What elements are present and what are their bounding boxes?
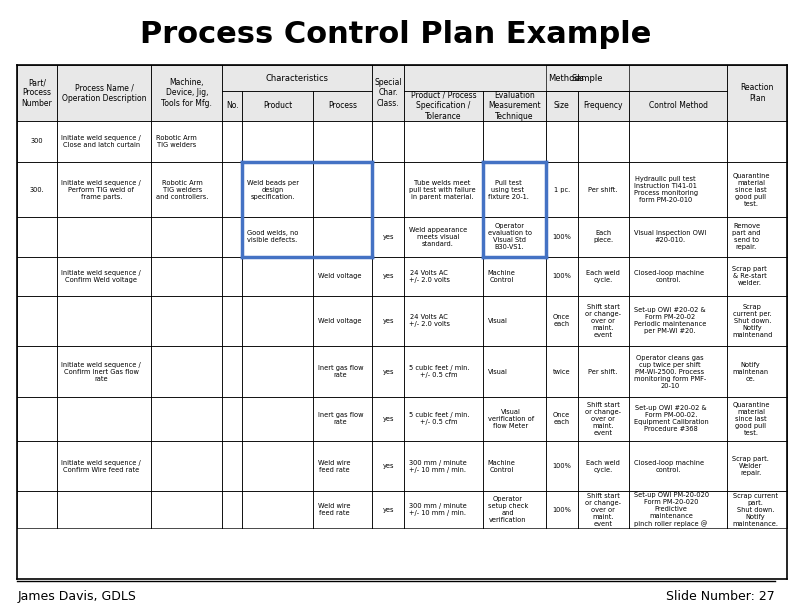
Text: Set-up OWI #20-02 &
Form PM-00-02.
Equipment Calibration
Procedure #368: Set-up OWI #20-02 & Form PM-00-02. Equip…	[634, 405, 708, 432]
Text: Reaction
Plan: Reaction Plan	[741, 83, 774, 103]
Text: Visual Inspection OWI
#20-010.: Visual Inspection OWI #20-010.	[634, 231, 706, 244]
Text: yes: yes	[383, 273, 394, 279]
Text: Methods: Methods	[548, 73, 584, 83]
Text: Process Control Plan Example: Process Control Plan Example	[140, 20, 652, 49]
Text: Scrap part
& Re-start
welder.: Scrap part & Re-start welder.	[733, 266, 767, 286]
Text: yes: yes	[383, 463, 394, 469]
Text: Shift start
or change-
over or
maint.
event: Shift start or change- over or maint. ev…	[585, 304, 621, 338]
Text: Hydraulic pull test
Instruction TI41-01
Process monitoring
form PM-20-010: Hydraulic pull test Instruction TI41-01 …	[634, 176, 698, 203]
Text: Scrap current
part.
Shut down.
Notify
maintenance.: Scrap current part. Shut down. Notify ma…	[733, 493, 779, 527]
Text: Robotic Arm
TIG welders
and controllers.: Robotic Arm TIG welders and controllers.	[156, 180, 208, 200]
Text: Visual: Visual	[488, 318, 508, 324]
Text: Visual
verification of
flow Meter: Visual verification of flow Meter	[488, 409, 534, 429]
Text: Part/
Process
Number: Part/ Process Number	[21, 78, 52, 108]
Text: Operator
evaluation to
Visual Std
B30-VS1.: Operator evaluation to Visual Std B30-VS…	[488, 223, 531, 250]
Text: Product: Product	[263, 101, 292, 110]
Text: Machine
Control: Machine Control	[488, 460, 516, 472]
Text: Remove
part and
send to
repair.: Remove part and send to repair.	[733, 223, 760, 250]
Text: 100%: 100%	[552, 463, 571, 469]
Text: Each
piece.: Each piece.	[593, 231, 613, 244]
Text: Initiate weld sequence /
Confirm Inert Gas flow
rate: Initiate weld sequence / Confirm Inert G…	[61, 362, 141, 382]
Text: Notify
maintenan
ce.: Notify maintenan ce.	[733, 362, 768, 382]
Text: Initiate weld sequence /
Confirm Wire feed rate: Initiate weld sequence / Confirm Wire fe…	[61, 460, 141, 472]
Text: 100%: 100%	[552, 507, 571, 513]
Text: Sample: Sample	[572, 73, 604, 83]
Text: Weld wire
feed rate: Weld wire feed rate	[318, 503, 350, 517]
Text: yes: yes	[383, 234, 394, 240]
Text: Scrap part.
Welder
repair.: Scrap part. Welder repair.	[733, 456, 769, 476]
Text: Set-up OWI PM-20-020
Form PM-20-020
Predictive
maintenance
pinch roller replace : Set-up OWI PM-20-020 Form PM-20-020 Pred…	[634, 493, 709, 528]
Text: Machine,
Device, Jig,
Tools for Mfg.: Machine, Device, Jig, Tools for Mfg.	[162, 78, 212, 108]
Text: Scrap
current per.
Shut down.
Notify
maintenand: Scrap current per. Shut down. Notify mai…	[733, 304, 772, 338]
Text: Per shift.: Per shift.	[588, 187, 618, 193]
Text: Once
each: Once each	[553, 412, 570, 425]
Text: 100%: 100%	[552, 234, 571, 240]
Text: 300: 300	[31, 138, 44, 144]
Text: Tube welds meet
pull test with failure
in parent material.: Tube welds meet pull test with failure i…	[409, 180, 475, 200]
Text: Evaluation
Measurement
Technique: Evaluation Measurement Technique	[488, 91, 541, 121]
Text: Weld wire
feed rate: Weld wire feed rate	[318, 460, 350, 472]
Text: yes: yes	[383, 507, 394, 513]
Text: Pull test
using test
fixture 20-1.: Pull test using test fixture 20-1.	[488, 180, 528, 200]
Text: Size: Size	[554, 101, 569, 110]
Text: Product / Process
Specification /
Tolerance: Product / Process Specification / Tolera…	[410, 91, 476, 121]
Text: Operator
setup check
and
verification: Operator setup check and verification	[488, 496, 527, 523]
Text: Per shift.: Per shift.	[588, 368, 618, 375]
Text: 24 Volts AC
+/- 2.0 volts: 24 Volts AC +/- 2.0 volts	[409, 269, 450, 283]
Text: Once
each: Once each	[553, 315, 570, 327]
Text: 24 Volts AC
+/- 2.0 volts: 24 Volts AC +/- 2.0 volts	[409, 315, 450, 327]
Text: Machine
Control: Machine Control	[488, 269, 516, 283]
Text: Inert gas flow
rate: Inert gas flow rate	[318, 365, 364, 378]
Text: Frequency: Frequency	[584, 101, 623, 110]
Text: Control Method: Control Method	[649, 101, 707, 110]
Text: Weld voltage: Weld voltage	[318, 318, 361, 324]
Text: 300 mm / minute
+/- 10 mm / min.: 300 mm / minute +/- 10 mm / min.	[409, 503, 466, 517]
Text: Set-up OWI #20-02 &
Form PM-20-02
Periodic maintenance
per PM-WI #20.: Set-up OWI #20-02 & Form PM-20-02 Period…	[634, 307, 706, 335]
Text: Initiate weld sequence /
Close and latch curtain: Initiate weld sequence / Close and latch…	[61, 135, 141, 148]
Bar	[17, 65, 786, 121]
Text: 300.: 300.	[29, 187, 44, 193]
Text: Each weld
cycle.: Each weld cycle.	[586, 460, 620, 472]
Text: Weld appearance
meets visual
standard.: Weld appearance meets visual standard.	[409, 227, 466, 247]
Text: 5 cubic feet / min.
+/- 0.5 cfm: 5 cubic feet / min. +/- 0.5 cfm	[409, 412, 469, 425]
Text: yes: yes	[383, 368, 394, 375]
Text: Inert gas flow
rate: Inert gas flow rate	[318, 412, 364, 425]
Text: Process Name /
Operation Description: Process Name / Operation Description	[62, 83, 147, 103]
Text: Robotic Arm
TIG welders: Robotic Arm TIG welders	[156, 135, 197, 148]
Text: Shift start
or change-
over or
maint.
event: Shift start or change- over or maint. ev…	[585, 493, 621, 527]
Text: 5 cubic feet / min.
+/- 0.5 cfm: 5 cubic feet / min. +/- 0.5 cfm	[409, 365, 469, 378]
Text: Quarantine
material
since last
good pull
test.: Quarantine material since last good pull…	[733, 173, 770, 207]
Text: Special
Char.
Class.: Special Char. Class.	[375, 78, 402, 108]
Text: Initiate weld sequence /
Confirm Weld voltage: Initiate weld sequence / Confirm Weld vo…	[61, 269, 141, 283]
Text: Quarantine
material
since last
good pull
test.: Quarantine material since last good pull…	[733, 402, 770, 436]
Text: Characteristics: Characteristics	[266, 73, 329, 83]
Text: twice: twice	[553, 368, 570, 375]
Text: Slide Number: 27: Slide Number: 27	[666, 591, 775, 603]
Text: James Davis, GDLS: James Davis, GDLS	[17, 591, 136, 603]
Text: yes: yes	[383, 318, 394, 324]
Text: Visual: Visual	[488, 368, 508, 375]
Text: Good welds, no
visible defects.: Good welds, no visible defects.	[247, 231, 299, 244]
Text: 300 mm / minute
+/- 10 mm / min.: 300 mm / minute +/- 10 mm / min.	[409, 460, 466, 472]
Text: Process: Process	[328, 101, 357, 110]
Text: Initiate weld sequence /
Perform TIG weld of
frame parts.: Initiate weld sequence / Perform TIG wel…	[61, 180, 141, 200]
Text: Closed-loop machine
control.: Closed-loop machine control.	[634, 460, 703, 472]
Text: Weld voltage: Weld voltage	[318, 273, 361, 279]
Text: 1 pc.: 1 pc.	[554, 187, 570, 193]
Text: No.: No.	[226, 101, 238, 110]
Text: Each weld
cycle.: Each weld cycle.	[586, 269, 620, 283]
Text: Closed-loop machine
control.: Closed-loop machine control.	[634, 269, 703, 283]
Text: yes: yes	[383, 416, 394, 422]
Text: 100%: 100%	[552, 273, 571, 279]
Text: Shift start
or change-
over or
maint.
event: Shift start or change- over or maint. ev…	[585, 402, 621, 436]
Text: Weld beads per
design
specification.: Weld beads per design specification.	[247, 180, 299, 200]
Text: Operator cleans gas
cup twice per shift
PM-WI-2500. Process
monitoring form PMF-: Operator cleans gas cup twice per shift …	[634, 355, 706, 389]
